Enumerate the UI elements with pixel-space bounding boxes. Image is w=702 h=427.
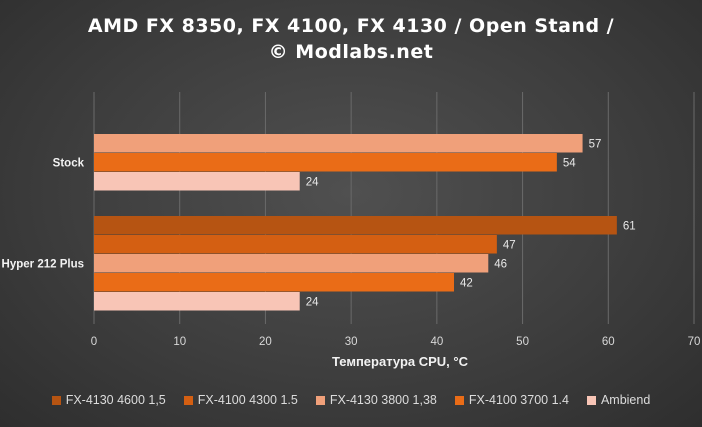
bar [94,216,617,235]
bar [94,172,300,191]
bar-value-label: 61 [623,221,636,233]
x-tick-label: 10 [173,336,186,348]
bar-value-label: 57 [589,139,602,151]
chart-title-line-1: AMD FX 8350, FX 4100, FX 4130 / Open Sta… [87,15,615,37]
x-axis-title: Температура CPU, °C [332,354,469,369]
legend-swatch [454,395,464,405]
legend-label: FX-4100 3700 1.4 [468,393,569,407]
legend-item: FX-4130 4600 1,5 [51,393,166,407]
x-tick-label: 40 [430,336,443,348]
legend-swatch [183,395,193,405]
bar-value-label: 42 [460,278,473,290]
legend-item: Ambiend [586,393,651,407]
bar [94,153,557,172]
x-tick-label: 30 [345,336,358,348]
bar [94,273,454,292]
x-tick-label: 20 [259,336,272,348]
legend-swatch [586,395,596,405]
bar [94,235,497,254]
chart-title-line-2: © Modlabs.net [268,41,434,63]
bar-value-label: 54 [563,158,576,170]
legend-item: FX-4130 3800 1,38 [315,393,437,407]
legend-item: FX-4100 3700 1.4 [454,393,569,407]
legend-label: Ambiend [600,393,651,407]
legend-swatch [51,395,61,405]
category-label: Stock [53,158,85,170]
x-tick-label: 70 [688,336,701,348]
bar [94,134,583,153]
x-tick-label: 50 [516,336,529,348]
bar [94,254,489,273]
legend-item: FX-4100 4300 1.5 [183,393,298,407]
x-tick-label: 0 [91,336,97,348]
bar-value-label: 24 [306,177,319,189]
bar [94,292,300,311]
legend-swatch [315,395,325,405]
chart-legend: FX-4130 4600 1,5 FX-4100 4300 1.5 FX-4130 … [0,393,702,407]
x-tick-label: 60 [602,336,615,348]
bar-value-label: 24 [306,297,319,309]
legend-label: FX-4100 4300 1.5 [197,393,298,407]
bar-value-label: 46 [494,259,507,271]
legend-label: FX-4130 4600 1,5 [65,393,166,407]
category-label: Hyper 212 Plus [2,259,84,271]
bar-value-label: 47 [503,240,516,252]
legend-label: FX-4130 3800 1,38 [329,393,437,407]
